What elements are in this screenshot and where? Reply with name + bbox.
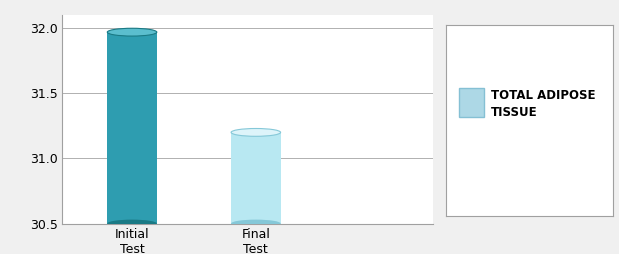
Ellipse shape	[107, 28, 157, 36]
FancyBboxPatch shape	[459, 88, 484, 117]
Bar	[231, 132, 280, 224]
Ellipse shape	[231, 129, 280, 136]
Bar	[107, 32, 157, 224]
Text: TOTAL ADIPOSE
TISSUE: TOTAL ADIPOSE TISSUE	[491, 88, 595, 119]
Ellipse shape	[231, 220, 280, 227]
Ellipse shape	[107, 220, 157, 227]
